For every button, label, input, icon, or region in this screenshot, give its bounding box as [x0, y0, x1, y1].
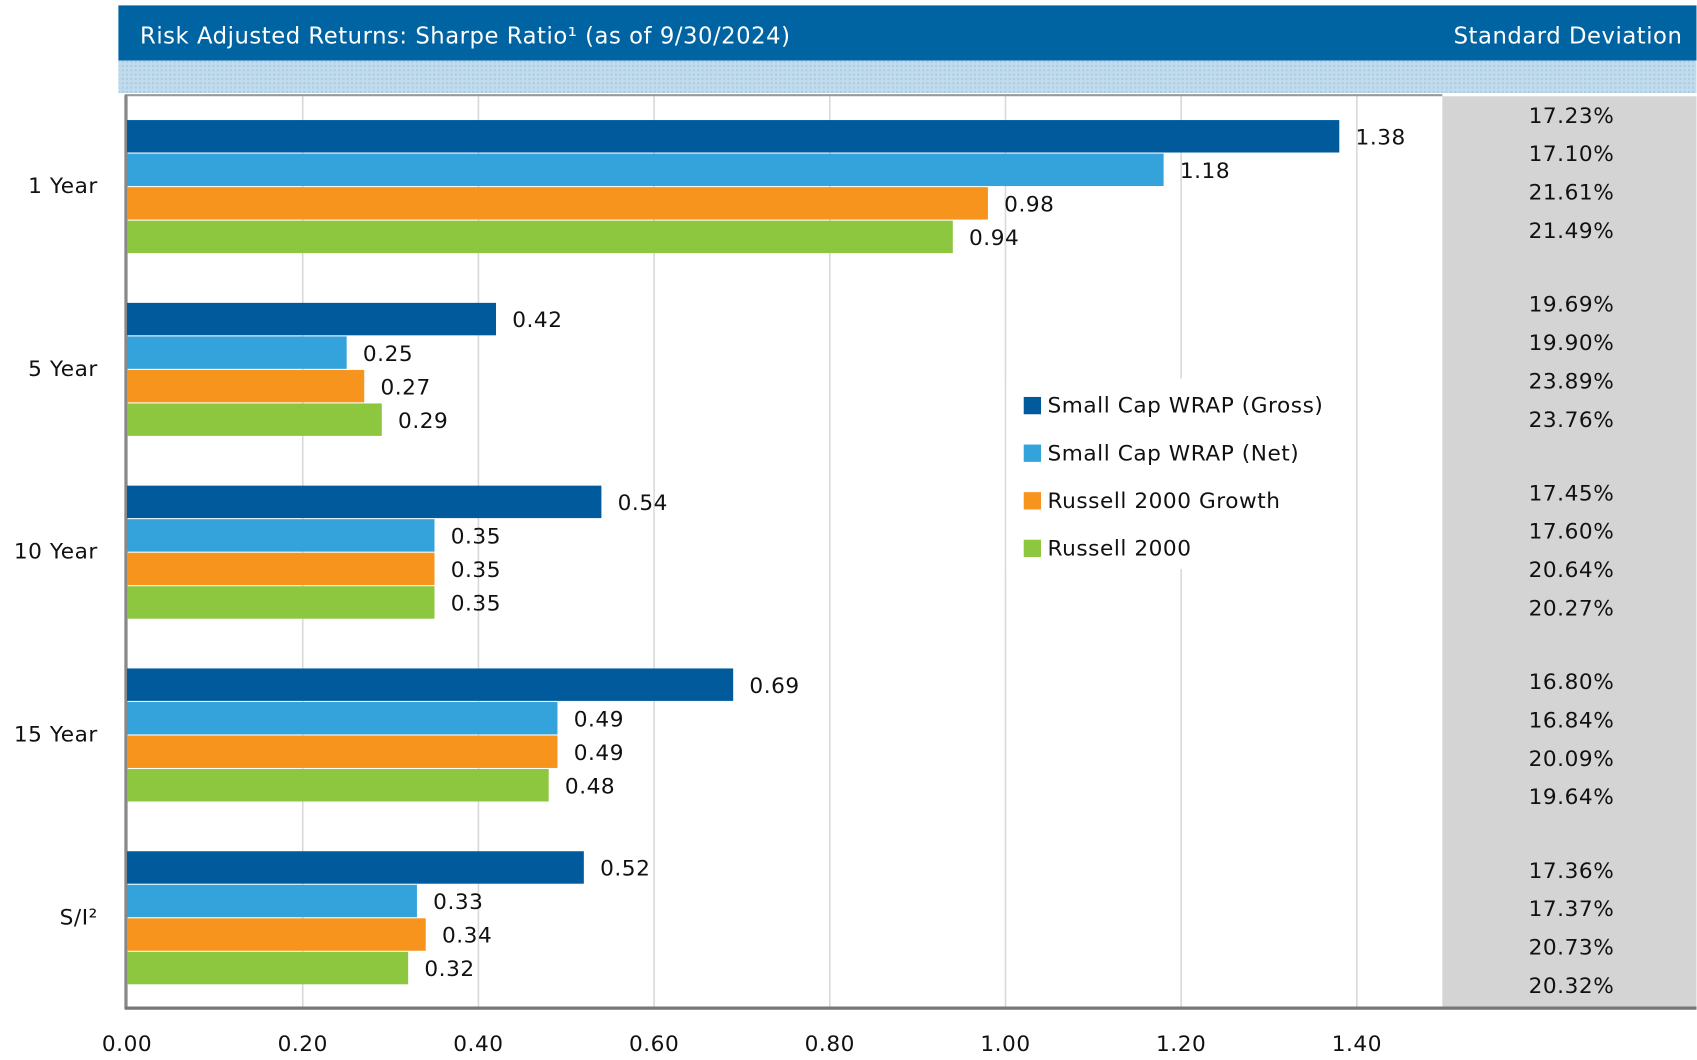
bar: [127, 187, 988, 220]
data-label: 0.33: [433, 890, 483, 915]
header-stripe: [118, 60, 1697, 94]
std-dev: 23.76%: [1529, 408, 1615, 433]
header-bar: [118, 5, 1697, 61]
std-dev: 20.64%: [1529, 558, 1615, 583]
std-dev: 17.37%: [1529, 897, 1615, 922]
std-dev: 19.64%: [1529, 785, 1615, 810]
y-tick-label: 5 Year: [28, 357, 98, 382]
std-dev: 23.89%: [1529, 369, 1615, 394]
data-label: 0.32: [424, 957, 474, 982]
bar: [127, 769, 549, 802]
bar: [127, 884, 417, 918]
bar: [127, 918, 426, 951]
x-tick-label: 1.40: [1332, 1032, 1382, 1057]
bar: [127, 735, 558, 768]
legend-swatch: [1023, 539, 1042, 558]
bar: [127, 701, 558, 735]
bar: [127, 485, 602, 519]
legend-swatch: [1023, 492, 1042, 510]
bar: [127, 336, 347, 369]
side-header: Standard Deviation: [1454, 23, 1683, 49]
x-tick-label: 0.80: [805, 1032, 855, 1057]
bar: [127, 668, 734, 701]
data-label: 1.18: [1180, 159, 1230, 184]
bar: [127, 403, 382, 436]
data-label: 0.98: [1004, 193, 1054, 218]
data-label: 0.27: [380, 375, 430, 400]
bar: [127, 586, 435, 619]
data-label: 0.35: [451, 525, 501, 550]
std-dev: 16.80%: [1529, 670, 1615, 695]
y-tick-label: 10 Year: [14, 540, 98, 565]
data-label: 0.49: [574, 741, 624, 766]
std-dev: 20.73%: [1529, 936, 1615, 961]
std-dev: 17.23%: [1529, 104, 1615, 129]
bar: [127, 153, 1164, 187]
data-label: 0.54: [618, 491, 668, 516]
legend-label: Russell 2000 Growth: [1048, 489, 1281, 514]
data-label: 0.25: [363, 342, 413, 367]
data-label: 0.69: [749, 674, 799, 699]
legend-box: [1006, 378, 1355, 569]
x-tick-label: 0.60: [629, 1032, 679, 1057]
bar: [127, 369, 365, 403]
std-dev: 21.49%: [1529, 219, 1615, 244]
std-dev: 16.84%: [1529, 708, 1615, 733]
std-dev: 19.69%: [1529, 293, 1615, 318]
std-dev: 20.27%: [1529, 597, 1615, 622]
bar: [127, 552, 435, 586]
x-tick-label: 1.00: [980, 1032, 1030, 1057]
y-tick-label: S/I²: [60, 905, 98, 930]
legend-swatch: [1023, 444, 1042, 462]
data-label: 0.94: [969, 226, 1019, 251]
std-dev: 20.09%: [1529, 747, 1615, 772]
bar: [127, 120, 1340, 153]
chart-title: Risk Adjusted Returns: Sharpe Ratio¹ (as…: [140, 23, 791, 49]
data-label: 0.34: [442, 924, 492, 949]
y-tick-label: 15 Year: [14, 723, 98, 748]
data-label: 0.29: [398, 409, 448, 434]
std-dev: 17.10%: [1529, 142, 1615, 167]
x-tick-label: 0.20: [278, 1032, 328, 1057]
legend-label: Small Cap WRAP (Gross): [1048, 394, 1324, 419]
std-dev: 20.32%: [1529, 974, 1615, 999]
data-label: 0.35: [451, 592, 501, 617]
data-label: 1.38: [1356, 125, 1406, 150]
legend-label: Russell 2000: [1048, 536, 1192, 561]
std-dev: 21.61%: [1529, 181, 1615, 206]
std-dev: 17.60%: [1529, 520, 1615, 545]
x-tick-label: 0.00: [102, 1032, 152, 1057]
std-panel: [1442, 96, 1697, 1007]
bar: [127, 951, 409, 985]
x-tick-label: 1.20: [1156, 1032, 1206, 1057]
legend-label: Small Cap WRAP (Net): [1048, 441, 1300, 466]
bar: [127, 851, 584, 884]
data-label: 0.48: [565, 774, 615, 799]
y-tick-label: 1 Year: [28, 174, 98, 199]
legend-swatch: [1023, 396, 1042, 415]
x-tick-label: 0.40: [453, 1032, 503, 1057]
std-dev: 17.45%: [1529, 481, 1615, 506]
data-label: 0.49: [574, 707, 624, 732]
std-dev: 19.90%: [1529, 331, 1615, 356]
data-label: 0.42: [512, 308, 562, 333]
bar: [127, 302, 496, 336]
bar: [127, 519, 435, 552]
std-dev: 17.36%: [1529, 859, 1615, 884]
data-label: 0.35: [451, 558, 501, 583]
bar: [127, 220, 953, 254]
data-label: 0.52: [600, 857, 650, 882]
